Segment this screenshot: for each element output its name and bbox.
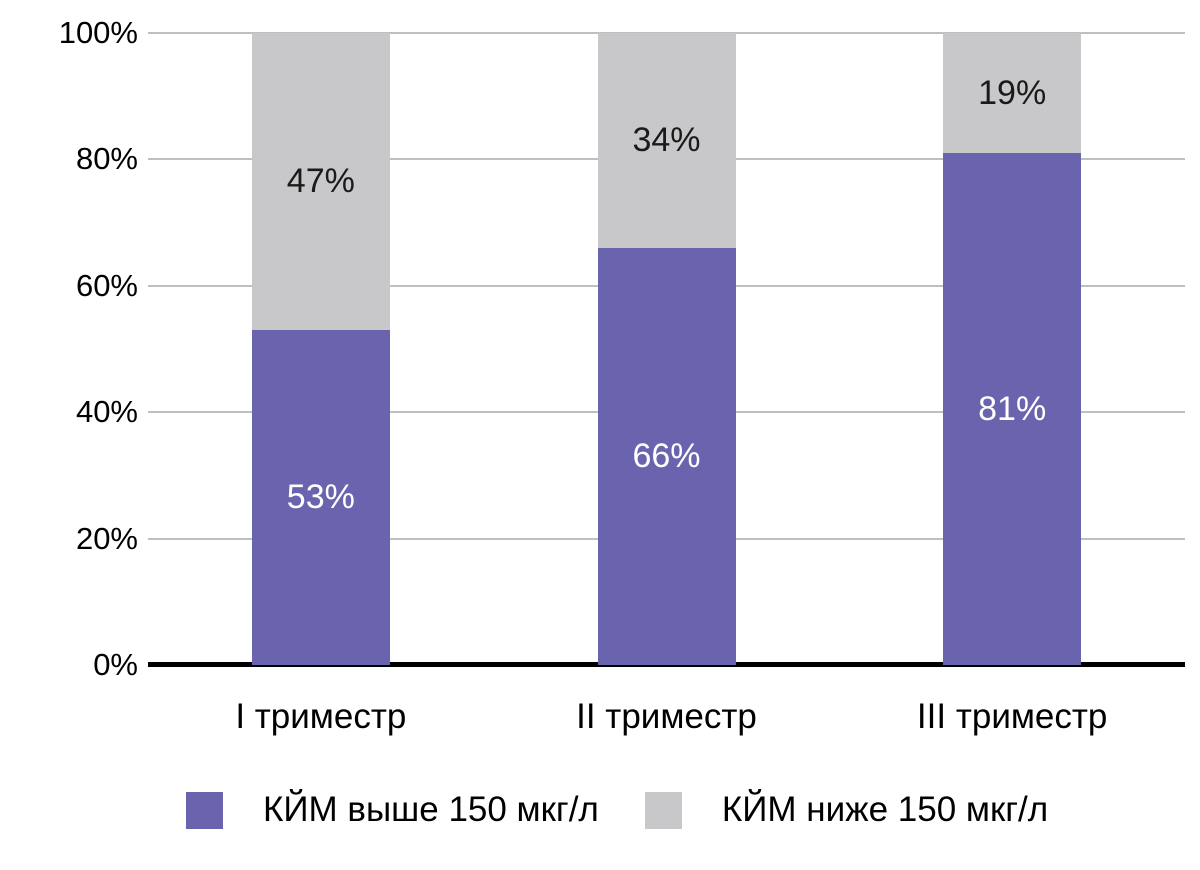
data-label: 53% xyxy=(286,478,355,516)
y-tick-label: 20% xyxy=(75,520,138,556)
y-tick-label: 80% xyxy=(75,141,138,177)
bar-segment: 53% xyxy=(251,330,390,665)
x-axis-labels: I триместр II триместр III триместр xyxy=(148,697,1185,747)
data-label: 66% xyxy=(632,436,701,475)
x-category-label: II триместр xyxy=(576,697,757,736)
chart-legend: КЙМ выше 150 мкг/л КЙМ ниже 150 мкг/л xyxy=(186,790,1048,830)
y-tick-label: 0% xyxy=(93,647,138,682)
y-tick-label: 40% xyxy=(75,394,138,430)
legend-swatch xyxy=(186,791,223,829)
bar-segment: 66% xyxy=(597,247,736,665)
data-label: 19% xyxy=(978,73,1047,112)
y-tick-label: 60% xyxy=(75,267,138,303)
y-axis-labels: 0% 20% 40% 60% 80% 100% xyxy=(0,15,138,682)
data-label: 47% xyxy=(286,162,355,201)
x-category-label: I триместр xyxy=(235,697,407,736)
bar-1: 47% 53% xyxy=(251,33,390,665)
bar-segment: 47% xyxy=(251,33,390,331)
bar-segment: 19% xyxy=(943,33,1082,154)
plot-area: 47% 53% 34% 66% 19% 81% xyxy=(148,32,1185,667)
legend-swatch xyxy=(644,791,682,829)
data-label: 34% xyxy=(632,120,701,159)
bar-segment: 34% xyxy=(597,33,736,248)
bar-2: 34% 66% xyxy=(597,33,736,665)
data-label: 81% xyxy=(978,389,1047,428)
legend-item: КЙМ выше 150 мкг/л xyxy=(186,790,599,830)
legend-label: КЙМ выше 150 мкг/л xyxy=(263,790,599,829)
x-category-label: III триместр xyxy=(916,697,1108,736)
bar-3: 19% 81% xyxy=(943,33,1082,665)
legend-item: КЙМ ниже 150 мкг/л xyxy=(644,790,1049,830)
bar-segment: 81% xyxy=(943,153,1082,665)
legend-label: КЙМ ниже 150 мкг/л xyxy=(721,790,1049,829)
y-tick-label: 100% xyxy=(58,15,138,50)
